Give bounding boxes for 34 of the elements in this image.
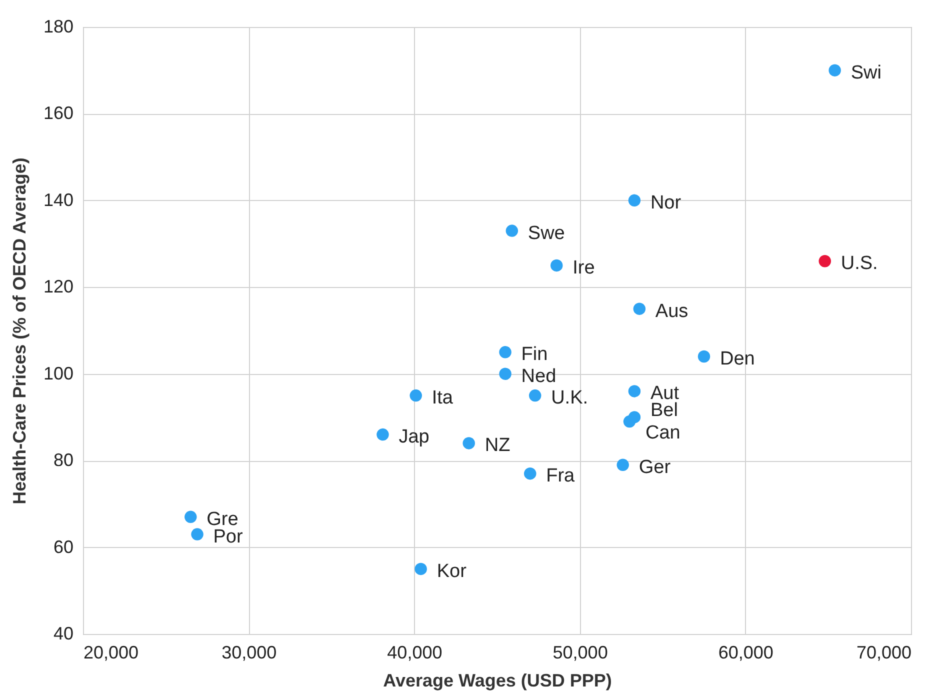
annotation: Can [645, 422, 680, 444]
annotation: Swi [850, 62, 882, 84]
y-tick-label: 100 [43, 363, 74, 384]
x-tick-label: 40,000 [387, 642, 442, 662]
x-tick-label: 50,000 [552, 642, 608, 662]
x-tick-label: 70,000 [856, 642, 912, 662]
annotation: Ger [638, 456, 672, 478]
annotation: NZ [484, 435, 511, 456]
x-tick-label: 30,000 [222, 642, 277, 662]
annotation: Bel [650, 400, 678, 422]
annotation: Nor [650, 192, 682, 214]
annotation: U.S. [840, 253, 878, 274]
annotation: Ire [572, 257, 595, 278]
y-tick-label: 40 [53, 624, 74, 644]
x-tick-label: 20,000 [84, 642, 139, 662]
annotation: Fin [521, 344, 548, 366]
y-tick-label: 180 [43, 16, 74, 36]
y-tick-label: 120 [43, 276, 74, 297]
y-axis-title: Health-Care Prices (% of OECD Average) [9, 158, 30, 504]
y-tick-label: 140 [43, 190, 74, 210]
annotation: Fra [546, 466, 576, 487]
annotation: Aus [655, 300, 688, 322]
annotation: Jap [398, 426, 430, 448]
annotation: Ita [432, 388, 454, 409]
x-axis-title: Average Wages (USD PPP) [383, 670, 612, 690]
annotation: U.K. [551, 388, 588, 409]
y-tick-label: 80 [53, 450, 74, 470]
annotation: Ned [521, 366, 556, 387]
annotation: Den [720, 348, 755, 370]
annotation: Swe [528, 222, 565, 244]
y-tick-label: 60 [53, 536, 74, 557]
annotation: Kor [436, 560, 468, 582]
x-tick-label: 60,000 [718, 642, 774, 662]
y-tick-label: 160 [43, 103, 74, 124]
